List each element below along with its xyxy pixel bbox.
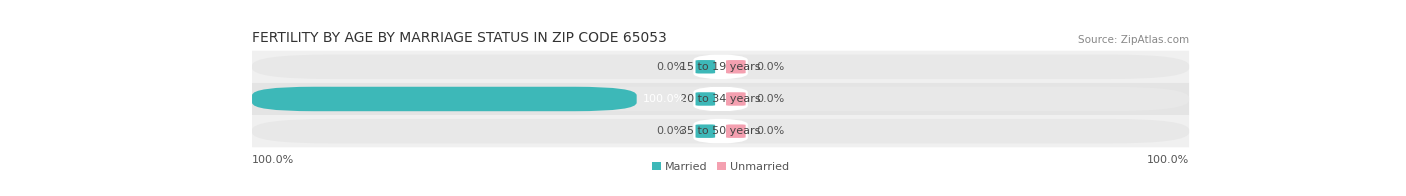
Text: 100.0%: 100.0% bbox=[1147, 155, 1189, 165]
Text: 20 to 34 years: 20 to 34 years bbox=[681, 94, 761, 104]
FancyBboxPatch shape bbox=[696, 60, 716, 74]
Text: FERTILITY BY AGE BY MARRIAGE STATUS IN ZIP CODE 65053: FERTILITY BY AGE BY MARRIAGE STATUS IN Z… bbox=[252, 31, 666, 45]
FancyBboxPatch shape bbox=[693, 118, 748, 144]
Legend: Married, Unmarried: Married, Unmarried bbox=[652, 162, 789, 172]
FancyBboxPatch shape bbox=[696, 92, 716, 106]
Text: 100.0%: 100.0% bbox=[252, 155, 294, 165]
FancyBboxPatch shape bbox=[252, 119, 1189, 143]
FancyBboxPatch shape bbox=[696, 124, 716, 138]
FancyBboxPatch shape bbox=[725, 60, 745, 74]
Text: 0.0%: 0.0% bbox=[756, 94, 785, 104]
Text: Source: ZipAtlas.com: Source: ZipAtlas.com bbox=[1078, 35, 1189, 45]
FancyBboxPatch shape bbox=[252, 87, 1189, 111]
FancyBboxPatch shape bbox=[725, 124, 745, 138]
Text: 0.0%: 0.0% bbox=[756, 126, 785, 136]
FancyBboxPatch shape bbox=[693, 54, 748, 80]
Text: 100.0%: 100.0% bbox=[643, 94, 685, 104]
Text: 15 to 19 years: 15 to 19 years bbox=[681, 62, 761, 72]
FancyBboxPatch shape bbox=[252, 83, 1189, 115]
FancyBboxPatch shape bbox=[252, 51, 1189, 83]
Text: 0.0%: 0.0% bbox=[756, 62, 785, 72]
FancyBboxPatch shape bbox=[693, 86, 748, 112]
Text: 35 to 50 years: 35 to 50 years bbox=[681, 126, 761, 136]
Text: 0.0%: 0.0% bbox=[657, 126, 685, 136]
FancyBboxPatch shape bbox=[252, 87, 637, 111]
FancyBboxPatch shape bbox=[252, 115, 1189, 147]
FancyBboxPatch shape bbox=[252, 54, 1189, 79]
FancyBboxPatch shape bbox=[725, 92, 745, 106]
Text: 0.0%: 0.0% bbox=[657, 62, 685, 72]
